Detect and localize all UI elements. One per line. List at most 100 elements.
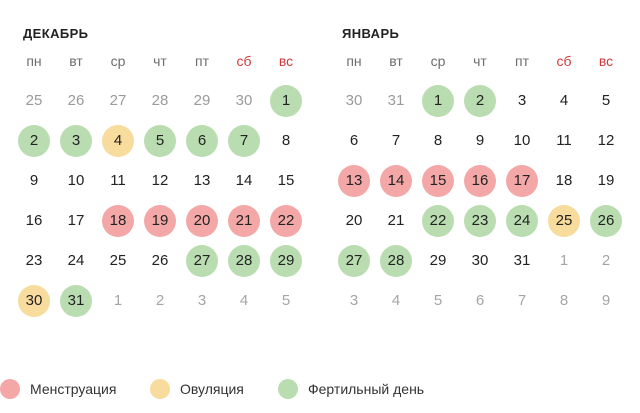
day-cell-next-month[interactable]: 9 [601, 292, 611, 309]
day-cell[interactable]: 23 [25, 252, 43, 269]
day-cell-prev-month[interactable]: 30 [235, 92, 253, 109]
day-cell-fertile[interactable]: 28 [228, 245, 260, 277]
day-cell[interactable]: 20 [345, 212, 363, 229]
day-cell[interactable]: 17 [67, 212, 85, 229]
day-cell-prev-month[interactable]: 27 [109, 92, 127, 109]
month-title: ЯНВАРЬ [342, 26, 400, 41]
day-cell-prev-month[interactable]: 25 [25, 92, 43, 109]
day-cell-menstruation[interactable]: 20 [186, 205, 218, 237]
day-cell-fertile[interactable]: 6 [186, 125, 218, 157]
day-cell[interactable]: 11 [556, 132, 572, 149]
day-cell-next-month[interactable]: 7 [517, 292, 527, 309]
day-cell-menstruation[interactable]: 13 [338, 165, 370, 197]
day-cell-next-month[interactable]: 1 [559, 252, 569, 269]
day-cell-fertile[interactable]: 23 [464, 205, 496, 237]
day-cell[interactable]: 16 [25, 212, 43, 229]
day-cell-next-month[interactable]: 3 [197, 292, 207, 309]
day-cell-next-month[interactable]: 6 [475, 292, 485, 309]
legend-label: Менструация [30, 381, 117, 397]
day-cell-ovulation[interactable]: 4 [102, 125, 134, 157]
weekday-label: ср [110, 53, 126, 69]
day-cell-prev-month[interactable]: 26 [67, 92, 85, 109]
day-cell-ovulation[interactable]: 25 [548, 205, 580, 237]
day-cell-next-month[interactable]: 1 [113, 292, 123, 309]
day-cell-next-month[interactable]: 4 [239, 292, 249, 309]
day-cell[interactable]: 9 [29, 172, 39, 189]
day-cell-next-month[interactable]: 2 [601, 252, 611, 269]
day-cell[interactable]: 19 [597, 172, 615, 189]
day-cell[interactable]: 15 [277, 172, 295, 189]
day-cell[interactable]: 6 [349, 132, 359, 149]
ovulation-dot-icon [150, 379, 170, 399]
day-cell-menstruation[interactable]: 15 [422, 165, 454, 197]
day-cell[interactable]: 21 [387, 212, 405, 229]
day-cell[interactable]: 10 [513, 132, 531, 149]
weekday-label: пн [346, 53, 362, 69]
day-cell-fertile[interactable]: 29 [270, 245, 302, 277]
day-cell-fertile[interactable]: 1 [270, 85, 302, 117]
day-cell[interactable]: 25 [109, 252, 127, 269]
day-cell-fertile[interactable]: 28 [380, 245, 412, 277]
day-cell[interactable]: 10 [67, 172, 85, 189]
day-cell-prev-month[interactable]: 31 [387, 92, 405, 109]
day-cell-fertile[interactable]: 24 [506, 205, 538, 237]
menstruation-dot-icon [0, 379, 20, 399]
legend-label: Фертильный день [308, 381, 425, 397]
day-cell[interactable]: 7 [391, 132, 401, 149]
day-cell-fertile[interactable]: 26 [590, 205, 622, 237]
day-cell[interactable]: 31 [513, 252, 531, 269]
weekday-label: пт [515, 53, 529, 69]
day-cell-menstruation[interactable]: 17 [506, 165, 538, 197]
weekday-label: вс [598, 53, 614, 69]
day-cell-prev-month[interactable]: 30 [345, 92, 363, 109]
day-cell[interactable]: 13 [193, 172, 211, 189]
day-cell-fertile[interactable]: 27 [338, 245, 370, 277]
day-cell-menstruation[interactable]: 21 [228, 205, 260, 237]
day-cell-next-month[interactable]: 3 [349, 292, 359, 309]
day-cell-fertile[interactable]: 2 [464, 85, 496, 117]
day-cell[interactable]: 11 [110, 172, 126, 189]
weekday-label: вт [389, 53, 403, 69]
day-cell[interactable]: 30 [471, 252, 489, 269]
weekday-label: вс [278, 53, 294, 69]
day-cell-menstruation[interactable]: 18 [102, 205, 134, 237]
day-cell-next-month[interactable]: 4 [391, 292, 401, 309]
day-cell[interactable]: 4 [559, 92, 569, 109]
month-title: ДЕКАБРЬ [23, 26, 89, 41]
day-cell[interactable]: 12 [597, 132, 615, 149]
day-cell-prev-month[interactable]: 29 [193, 92, 211, 109]
day-cell-fertile[interactable]: 2 [18, 125, 50, 157]
day-cell-fertile[interactable]: 3 [60, 125, 92, 157]
day-cell[interactable]: 26 [151, 252, 169, 269]
day-cell[interactable]: 8 [433, 132, 443, 149]
day-cell-next-month[interactable]: 5 [281, 292, 291, 309]
day-cell[interactable]: 5 [601, 92, 611, 109]
day-cell-fertile[interactable]: 5 [144, 125, 176, 157]
day-cell-prev-month[interactable]: 28 [151, 92, 169, 109]
day-cell[interactable]: 29 [429, 252, 447, 269]
day-cell-menstruation[interactable]: 14 [380, 165, 412, 197]
day-cell-fertile[interactable]: 22 [422, 205, 454, 237]
day-cell-fertile[interactable]: 1 [422, 85, 454, 117]
day-cell-menstruation[interactable]: 16 [464, 165, 496, 197]
weekday-label: чт [473, 53, 487, 69]
day-cell[interactable]: 12 [151, 172, 169, 189]
day-cell-menstruation[interactable]: 19 [144, 205, 176, 237]
day-cell-fertile[interactable]: 27 [186, 245, 218, 277]
day-cell-next-month[interactable]: 5 [433, 292, 443, 309]
day-cell[interactable]: 9 [475, 132, 485, 149]
day-cell-next-month[interactable]: 8 [559, 292, 569, 309]
day-cell[interactable]: 3 [517, 92, 527, 109]
day-cell[interactable]: 24 [67, 252, 85, 269]
day-cell-menstruation[interactable]: 22 [270, 205, 302, 237]
fertile-dot-icon [278, 379, 298, 399]
day-cell-ovulation[interactable]: 30 [18, 285, 50, 317]
day-cell-next-month[interactable]: 2 [155, 292, 165, 309]
day-cell[interactable]: 14 [235, 172, 253, 189]
day-cell-fertile[interactable]: 31 [60, 285, 92, 317]
day-cell[interactable]: 8 [281, 132, 291, 149]
weekday-label: сб [236, 53, 252, 69]
day-cell-fertile[interactable]: 7 [228, 125, 260, 157]
legend-label: Овуляция [180, 381, 244, 397]
day-cell[interactable]: 18 [555, 172, 573, 189]
